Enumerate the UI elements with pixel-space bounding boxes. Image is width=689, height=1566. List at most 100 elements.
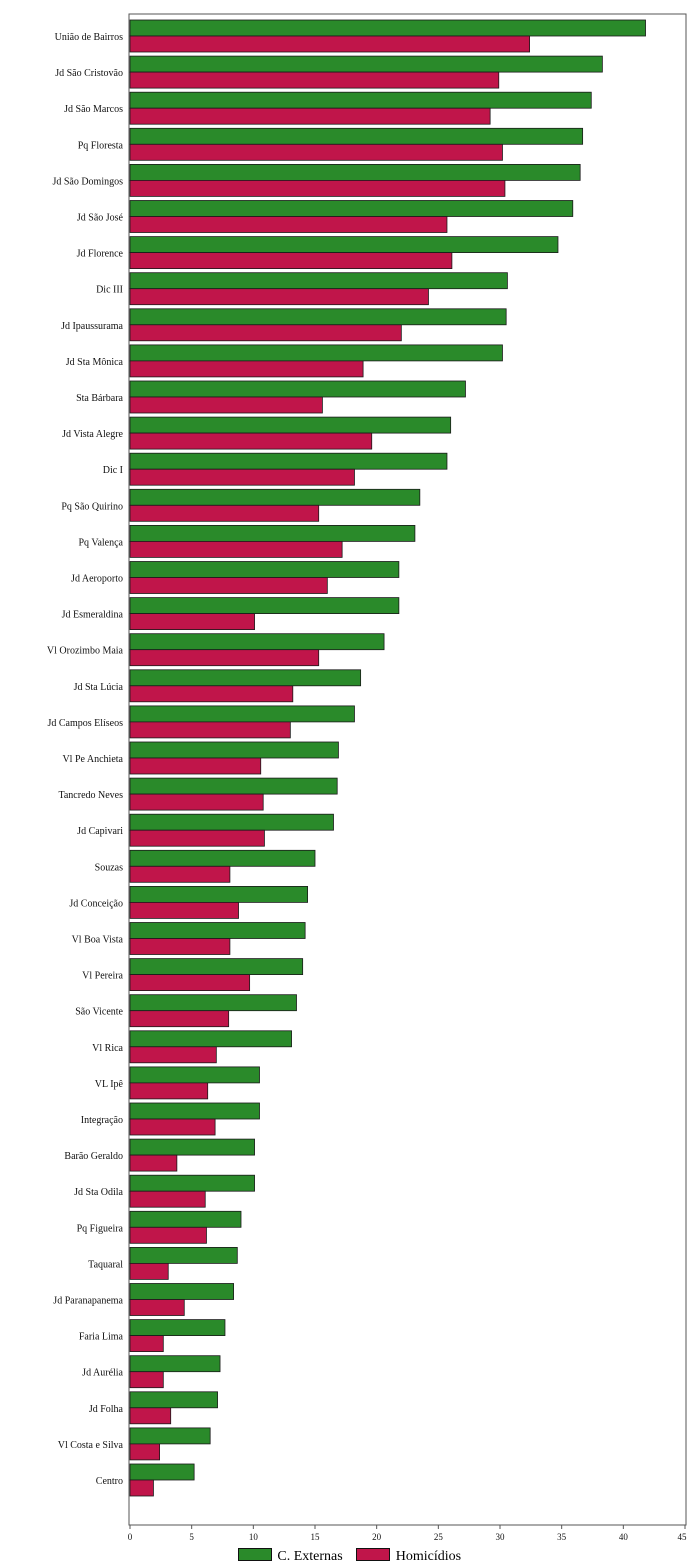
bars-layer <box>129 19 646 1497</box>
category-label: Jd Paranapanema <box>53 1296 123 1307</box>
category-label: Jd Capivari <box>77 826 123 837</box>
category-label: Jd São Marcos <box>64 104 123 115</box>
bar-c-externas <box>129 308 507 326</box>
bar-homicidios <box>129 1335 164 1352</box>
bar-c-externas <box>129 1283 234 1300</box>
bar-c-externas <box>129 1427 211 1445</box>
x-tick-label: 0 <box>128 1532 133 1540</box>
category-label: Jd Sta Odila <box>74 1187 123 1198</box>
bar-homicidios <box>129 721 291 739</box>
bar-c-externas <box>129 1463 195 1481</box>
bar-homicidios <box>129 504 320 522</box>
category-label: Jd Folha <box>89 1404 124 1415</box>
bar-homicidios <box>129 360 364 378</box>
bar-homicidios <box>129 1299 185 1316</box>
bar-c-externas <box>129 200 574 217</box>
bar-c-externas <box>129 886 309 903</box>
category-label: Faria Lima <box>79 1332 124 1343</box>
bar-homicidios <box>129 829 265 847</box>
bar-homicidios <box>129 865 231 883</box>
category-label: Taquaral <box>88 1259 123 1270</box>
bar-homicidios <box>129 613 255 630</box>
bar-homicidios <box>129 1263 169 1280</box>
category-label: Centro <box>96 1476 123 1487</box>
category-labels: União de Bairros Jd São Cristovão Jd São M… <box>47 32 124 1487</box>
bar-homicidios <box>129 1154 178 1172</box>
bar-homicidios <box>129 432 373 450</box>
bar-homicidios <box>129 541 343 558</box>
bar-homicidios <box>129 468 355 486</box>
bar-c-externas <box>129 669 362 687</box>
bar-c-externas <box>129 452 448 470</box>
category-label: VL Ipê <box>95 1079 124 1090</box>
category-label: Jd Ipaussurama <box>61 321 123 332</box>
bar-homicidios <box>129 179 506 197</box>
bar-c-externas <box>129 1319 226 1336</box>
category-label: Vl Costa e Silva <box>58 1440 124 1451</box>
x-axis-ticks: 0 5 10 15 20 25 30 35 40 45 <box>128 1525 688 1542</box>
bar-homicidios <box>129 396 323 414</box>
bar-homicidios <box>129 1082 209 1100</box>
bar-c-externas <box>129 488 421 506</box>
bar-c-externas <box>129 1066 260 1084</box>
x-tick-label: 5 <box>189 1532 194 1540</box>
bar-homicidios <box>129 1046 217 1064</box>
bar-homicidios <box>129 1226 207 1244</box>
bar-c-externas <box>129 1030 292 1048</box>
category-label: União de Bairros <box>55 32 123 43</box>
bar-c-externas <box>129 19 646 37</box>
category-label: Vl Orozimbo Maia <box>47 646 124 657</box>
bar-homicidios <box>129 1479 154 1497</box>
category-label: Sta Bárbara <box>76 393 123 404</box>
bar-homicidios <box>129 1407 172 1425</box>
bar-c-externas <box>129 705 355 723</box>
bar-homicidios <box>129 685 294 703</box>
category-label: Pq Floresta <box>78 140 124 151</box>
bar-c-externas <box>129 597 400 614</box>
bar-c-externas <box>129 163 581 181</box>
bar-homicidios <box>129 107 491 125</box>
legend: C. Externas Homicídios <box>0 1548 689 1565</box>
bar-homicidios <box>129 1371 164 1389</box>
category-label: Jd São Cristovão <box>55 68 123 79</box>
bar-c-externas <box>129 561 400 578</box>
x-tick-label: 20 <box>372 1532 382 1540</box>
bar-c-externas <box>129 272 508 290</box>
legend-label-homicidios: Homicídios <box>395 1549 462 1564</box>
bar-homicidios <box>129 288 429 306</box>
category-label: Jd Aurélia <box>82 1368 123 1379</box>
bar-homicidios <box>129 252 453 270</box>
bar-c-externas <box>129 813 334 831</box>
x-tick-label: 45 <box>678 1532 688 1540</box>
x-tick-label: 30 <box>496 1532 506 1540</box>
category-label: Barão Geraldo <box>64 1151 123 1162</box>
x-tick-label: 40 <box>619 1532 629 1540</box>
bar-homicidios <box>129 793 264 811</box>
category-label: Jd Sta Lúcia <box>74 682 124 693</box>
category-label: Vl Boa Vista <box>72 935 124 946</box>
category-label: Vl Pe Anchieta <box>62 754 123 765</box>
bar-c-externas <box>129 958 304 975</box>
category-label: Jd Sta Mônica <box>66 357 124 368</box>
bar-homicidios <box>129 577 328 594</box>
bar-homicidios <box>129 143 503 161</box>
bar-c-externas <box>129 344 503 362</box>
bar-homicidios <box>129 324 402 342</box>
bar-c-externas <box>129 525 416 542</box>
category-label: Integração <box>81 1115 123 1126</box>
bar-c-externas <box>129 91 592 109</box>
category-label: Dic III <box>96 285 123 296</box>
category-label: São Vicente <box>75 1007 123 1018</box>
bar-c-externas <box>129 236 559 254</box>
bar-c-externas <box>129 1391 218 1409</box>
bar-c-externas <box>129 1138 255 1156</box>
category-label: Pq São Quirino <box>61 501 123 512</box>
category-label: Vl Rica <box>92 1043 123 1054</box>
bar-homicidios <box>129 1443 161 1461</box>
category-label: Jd Aeroporto <box>71 574 123 585</box>
category-label: Jd São Domingos <box>52 176 123 187</box>
bar-c-externas <box>129 741 339 759</box>
bar-homicidios <box>129 649 320 667</box>
